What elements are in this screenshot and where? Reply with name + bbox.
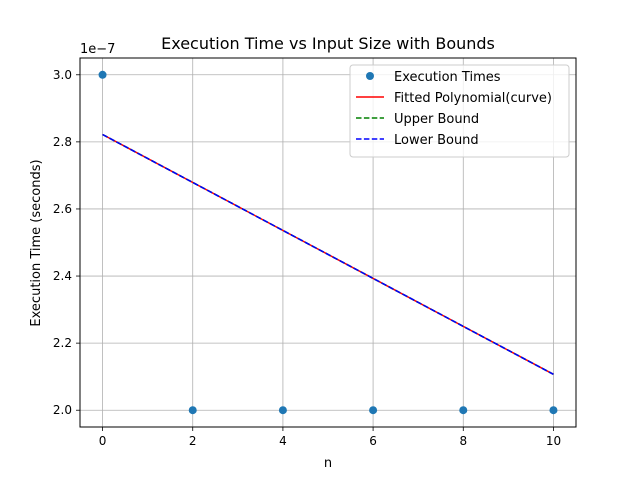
- x-tick-label: 10: [546, 434, 561, 448]
- y-tick-label: 3.0: [53, 68, 72, 82]
- data-point: [278, 406, 287, 415]
- x-tick-label: 4: [279, 434, 287, 448]
- chart-title: Execution Time vs Input Size with Bounds: [161, 34, 495, 53]
- legend-label-execution-times: Execution Times: [394, 70, 501, 85]
- legend-marker-execution-times: [366, 72, 374, 80]
- x-axis-label: n: [324, 456, 332, 471]
- data-point: [188, 406, 197, 415]
- x-tick-label: 2: [189, 434, 197, 448]
- legend-label-fitted-polynomial-curve: Fitted Polynomial(curve): [394, 91, 552, 106]
- data-point: [459, 406, 468, 415]
- y-tick-label: 2.2: [53, 336, 72, 350]
- legend-label-lower-bound: Lower Bound: [394, 133, 479, 148]
- y-tick-label: 2.6: [53, 202, 72, 216]
- legend: Execution Times Fitted Polynomial(curve) U…: [349, 64, 570, 158]
- y-tick-label: 2.8: [53, 135, 72, 149]
- x-tick-label: 8: [459, 434, 467, 448]
- y-tick-label: 2.0: [53, 403, 72, 417]
- x-axis: 0 2 4 6 8 10: [99, 427, 561, 448]
- legend-label-upper-bound: Upper Bound: [394, 112, 479, 127]
- x-tick-label: 6: [369, 434, 377, 448]
- axes-frame: [79, 57, 577, 428]
- legend-box: [349, 64, 570, 158]
- y-axis-label: Execution Time (seconds): [29, 159, 44, 326]
- y-tick-label: 2.4: [53, 269, 72, 283]
- plot-area: [98, 70, 558, 415]
- y-axis: 2.0 2.2 2.4 2.6 2.8 3.0: [53, 68, 80, 417]
- data-point: [369, 406, 378, 415]
- x-tick-label: 0: [99, 434, 107, 448]
- data-point: [549, 406, 558, 415]
- y-scale-label: 1e−7: [80, 42, 115, 57]
- data-point: [98, 70, 107, 79]
- series-line-lower-bound: [102, 133, 554, 375]
